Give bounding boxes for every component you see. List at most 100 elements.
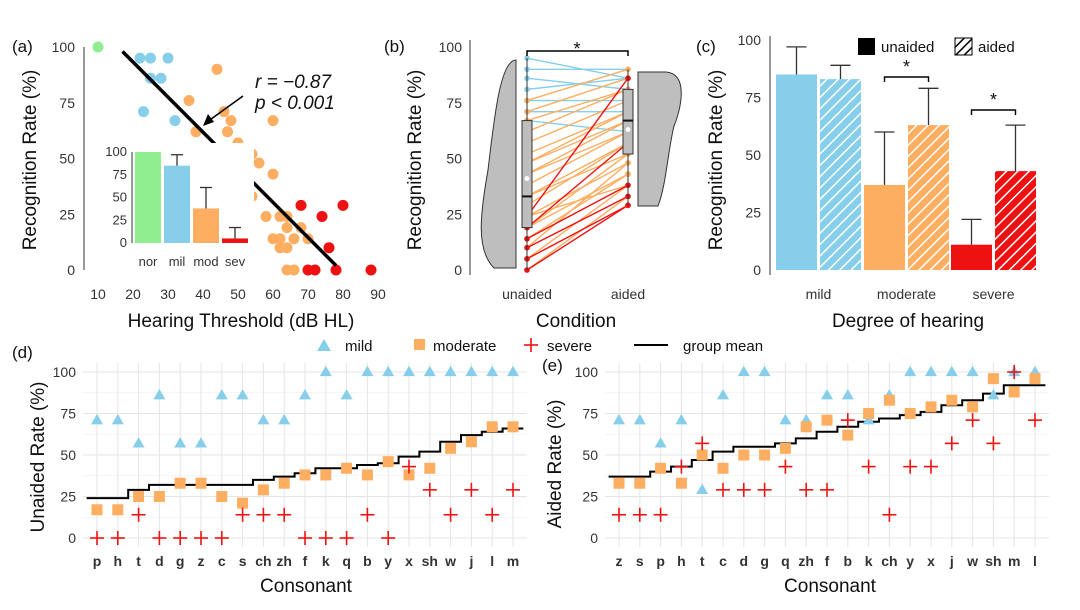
panel-b-xtick-label: unaided xyxy=(502,286,552,302)
panel-c-xtick-label: severe xyxy=(972,286,1014,302)
e-plot-marker-moderate xyxy=(904,408,916,419)
d-plot-marker-severe xyxy=(152,531,167,545)
e-plot-marker-moderate xyxy=(634,477,646,489)
panel-b-pair-line-moderate xyxy=(526,131,629,175)
d-plot-marker-mild xyxy=(91,413,103,425)
panel-a-point-moderate xyxy=(225,115,237,127)
panel-a-annotation-arrow xyxy=(206,95,244,123)
panel-a-point-moderate xyxy=(218,106,230,118)
panel-b-pair-line-moderate xyxy=(526,184,629,218)
e-plot-consonant-label: p xyxy=(656,553,665,569)
panel-b-pair-line-moderate xyxy=(526,68,629,102)
d-plot-marker-mild xyxy=(361,365,374,377)
panel-a-ytick-label: 0 xyxy=(67,262,75,278)
d-plot-marker-mild xyxy=(153,388,166,400)
panel-c-ytick-label: 50 xyxy=(745,147,761,163)
e-plot-marker-severe xyxy=(840,413,855,428)
panel-b-pair-line-severe xyxy=(526,184,629,240)
panel-c-ytick-label: 100 xyxy=(738,32,762,48)
panel-c-bar-unaided-severe xyxy=(951,244,992,270)
e-plot-marker-mild xyxy=(966,365,979,377)
panel-c-significance-bracket xyxy=(970,109,1017,115)
d-plot-marker-mild xyxy=(486,365,499,377)
e-plot-consonant-label: zh xyxy=(798,553,814,569)
panel-a-tag: (a) xyxy=(12,37,33,56)
e-plot-marker-moderate xyxy=(987,373,999,385)
d-plot-consonant-label: x xyxy=(405,553,413,569)
panel-b-ytick-label: 50 xyxy=(446,151,462,167)
panel-b-violins xyxy=(480,59,682,269)
panel-b-pair-line-moderate xyxy=(526,142,629,198)
panel-c-bar-aided-moderate xyxy=(908,125,949,270)
panel-b-xlabel: Condition xyxy=(536,311,616,332)
d-plot-marker-mild xyxy=(195,437,207,448)
legend-unaided-label: unaided xyxy=(881,39,934,56)
panel-a-point-moderate xyxy=(288,233,300,245)
e-plot-marker-severe xyxy=(653,507,668,522)
panel-d: (d) Unaided Rate (%) Consonant 0 25 50 75 10… xyxy=(12,343,527,597)
panel-b-boxplots xyxy=(521,58,634,270)
panel-b-violin-unaided xyxy=(480,59,517,269)
panel-c-bar-aided-mild xyxy=(820,79,861,270)
legend-aided-label: aided xyxy=(978,39,1015,56)
panel-a-inset-bar-nor xyxy=(135,152,161,243)
panel-a-xtick-label: 10 xyxy=(90,286,106,302)
panel-a-inset: 0 25 50 75 100 nor mil mod sev xyxy=(94,143,254,273)
e-plot-marker-moderate xyxy=(925,401,937,413)
panel-c-ytick-label: 75 xyxy=(745,90,761,106)
panel-c-tag: (c) xyxy=(696,37,716,56)
d-plot-marker-severe xyxy=(422,482,437,497)
d-plot-marker-moderate xyxy=(216,491,228,502)
panel-a-point-moderate xyxy=(267,168,279,180)
legend-severe-label: severe xyxy=(547,338,592,355)
e-plot-marker-severe xyxy=(944,436,959,451)
e-plot-marker-severe xyxy=(757,482,772,497)
e-plot-marker-severe xyxy=(1028,413,1042,428)
panel-c-bars: ** xyxy=(776,46,1036,270)
panel-a-inset-bar-mod xyxy=(193,208,219,243)
d-plot-marker-moderate xyxy=(257,484,269,496)
panel-a-inset-ytick-label: 100 xyxy=(105,144,127,159)
e-plot-marker-moderate xyxy=(842,429,854,441)
panel-a-arrow-head-icon xyxy=(203,114,214,126)
panel-a-xlabel: Hearing Threshold (dB HL) xyxy=(128,311,355,332)
e-plot-group-mean-line xyxy=(608,384,1046,478)
e-plot-marker-moderate xyxy=(759,449,771,461)
panel-a-xtick-label: 30 xyxy=(160,286,176,302)
panel-b-box-aided xyxy=(622,88,634,155)
e-plot-consonant-label: c xyxy=(719,553,727,569)
d-plot-ytick-label: 100 xyxy=(53,364,77,380)
panel-b-pair-line-moderate xyxy=(526,77,629,113)
panel-a-point-moderate xyxy=(295,222,307,234)
e-plot-consonant-label: z xyxy=(616,553,623,569)
d-plot-marker-moderate xyxy=(445,442,457,454)
panel-a-xtick-label: 90 xyxy=(370,286,386,302)
panel-b-tag: (b) xyxy=(384,37,405,56)
e-plot-marker-moderate xyxy=(883,394,895,406)
panel-a-inset-ytick-label: 25 xyxy=(113,212,127,227)
e-plot-marker-moderate xyxy=(738,449,750,461)
legend-group-mean-label: group mean xyxy=(683,338,763,355)
e-plot-marker-moderate xyxy=(946,394,958,406)
e-plot-marker-moderate xyxy=(863,408,875,419)
panel-a-point-moderate xyxy=(211,63,223,75)
e-plot-marker-mild xyxy=(613,413,625,425)
e-plot-consonant-label: b xyxy=(844,553,853,569)
panel-d-ylabel: Unaided Rate (%) xyxy=(28,381,49,532)
e-plot-consonant-label: m xyxy=(1008,553,1020,569)
panel-c-significance-bracket xyxy=(883,76,930,82)
d-plot-marker-moderate xyxy=(424,462,436,474)
panel-b-pair-line-severe xyxy=(526,204,629,271)
panel-c-ylabel: Recognition Rate (%) xyxy=(706,70,727,251)
e-plot-marker-mild xyxy=(862,413,875,425)
d-plot-marker-moderate xyxy=(112,504,124,516)
panel-a-xtick-label: 80 xyxy=(335,286,351,302)
panel-d-tag: (d) xyxy=(12,343,33,362)
panel-a-inset-category-label: sev xyxy=(225,254,246,269)
d-plot-marker-severe xyxy=(443,507,458,522)
panel-a-point-severe xyxy=(309,264,321,276)
e-plot-consonant-label: x xyxy=(927,553,935,569)
e-plot-consonant-label: j xyxy=(949,553,954,569)
d-plot-consonant-label: l xyxy=(490,553,494,569)
d-plot-consonant-label: ch xyxy=(255,553,271,569)
